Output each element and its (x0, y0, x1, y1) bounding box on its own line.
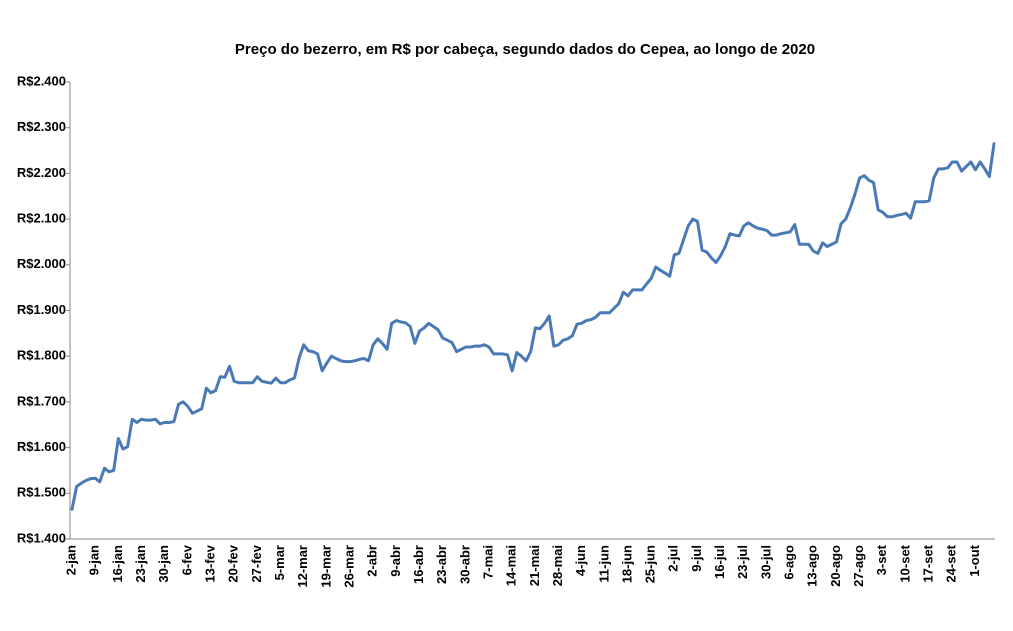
x-tick-label: 2-jul (666, 545, 681, 572)
x-tick-label: 13-ago (805, 545, 820, 587)
y-tick-label: R$1.400 (17, 530, 66, 545)
x-tick-label: 3-set (874, 544, 889, 575)
x-tick-label: 9-jan (87, 545, 102, 575)
x-tick-label: 28-mai (550, 545, 565, 586)
x-tick-label: 14-mai (504, 545, 519, 586)
x-tick-label: 27-fev (249, 544, 264, 582)
x-tick-label: 25-jun (643, 545, 658, 583)
y-tick-label: R$2.400 (17, 73, 66, 88)
x-tick-label: 27-ago (851, 545, 866, 587)
y-tick-label: R$2.000 (17, 256, 66, 271)
x-tick-label: 7-mai (480, 545, 495, 579)
y-tick-label: R$1.700 (17, 393, 66, 408)
x-tick-label: 13-fev (202, 544, 217, 582)
x-tick-label: 18-jun (619, 545, 634, 583)
y-tick-label: R$1.600 (17, 439, 66, 454)
x-tick-label: 20-fev (226, 544, 241, 582)
chart-title: Preço do bezerro, em R$ por cabeça, segu… (235, 41, 815, 58)
x-tick-label: 9-jul (689, 545, 704, 572)
y-tick-label: R$2.100 (17, 211, 66, 226)
x-tick-label: 10-set (897, 544, 912, 582)
y-tick-label: R$1.500 (17, 485, 66, 500)
x-tick-label: 12-mar (295, 545, 310, 588)
x-tick-label: 6-fev (179, 544, 194, 575)
x-tick-label: 23-abr (434, 545, 449, 584)
x-tick-label: 2-jan (63, 545, 78, 575)
x-tick-label: 21-mai (527, 545, 542, 586)
x-tick-label: 30-abr (457, 545, 472, 584)
y-tick-label: R$1.800 (17, 348, 66, 363)
x-tick-label: 17-set (921, 544, 936, 582)
x-tick-label: 30-jan (156, 545, 171, 583)
x-tick-label: 1-out (967, 544, 982, 576)
x-tick-label: 23-jan (133, 545, 148, 583)
x-tick-label: 16-abr (411, 545, 426, 584)
x-tick-label: 2-abr (365, 545, 380, 577)
y-tick-label: R$1.900 (17, 302, 66, 317)
x-tick-label: 20-ago (828, 545, 843, 587)
x-tick-label: 26-mar (341, 545, 356, 588)
x-tick-label: 30-jul (758, 545, 773, 579)
x-tick-label: 23-jul (735, 545, 750, 579)
x-tick-label: 9-abr (388, 545, 403, 577)
y-tick-label: R$2.200 (17, 165, 66, 180)
x-tick-label: 16-jul (712, 545, 727, 579)
data-line (70, 142, 996, 511)
x-tick-label: 5-mar (272, 545, 287, 580)
x-tick-label: 19-mar (318, 545, 333, 588)
y-tick-label: R$2.300 (17, 119, 66, 134)
x-tick-label: 16-jan (110, 545, 125, 583)
x-tick-label: 24-set (944, 544, 959, 582)
x-tick-label: 4-jun (573, 545, 588, 576)
x-tick-label: 11-jun (596, 545, 611, 583)
x-tick-label: 6-ago (782, 545, 797, 580)
